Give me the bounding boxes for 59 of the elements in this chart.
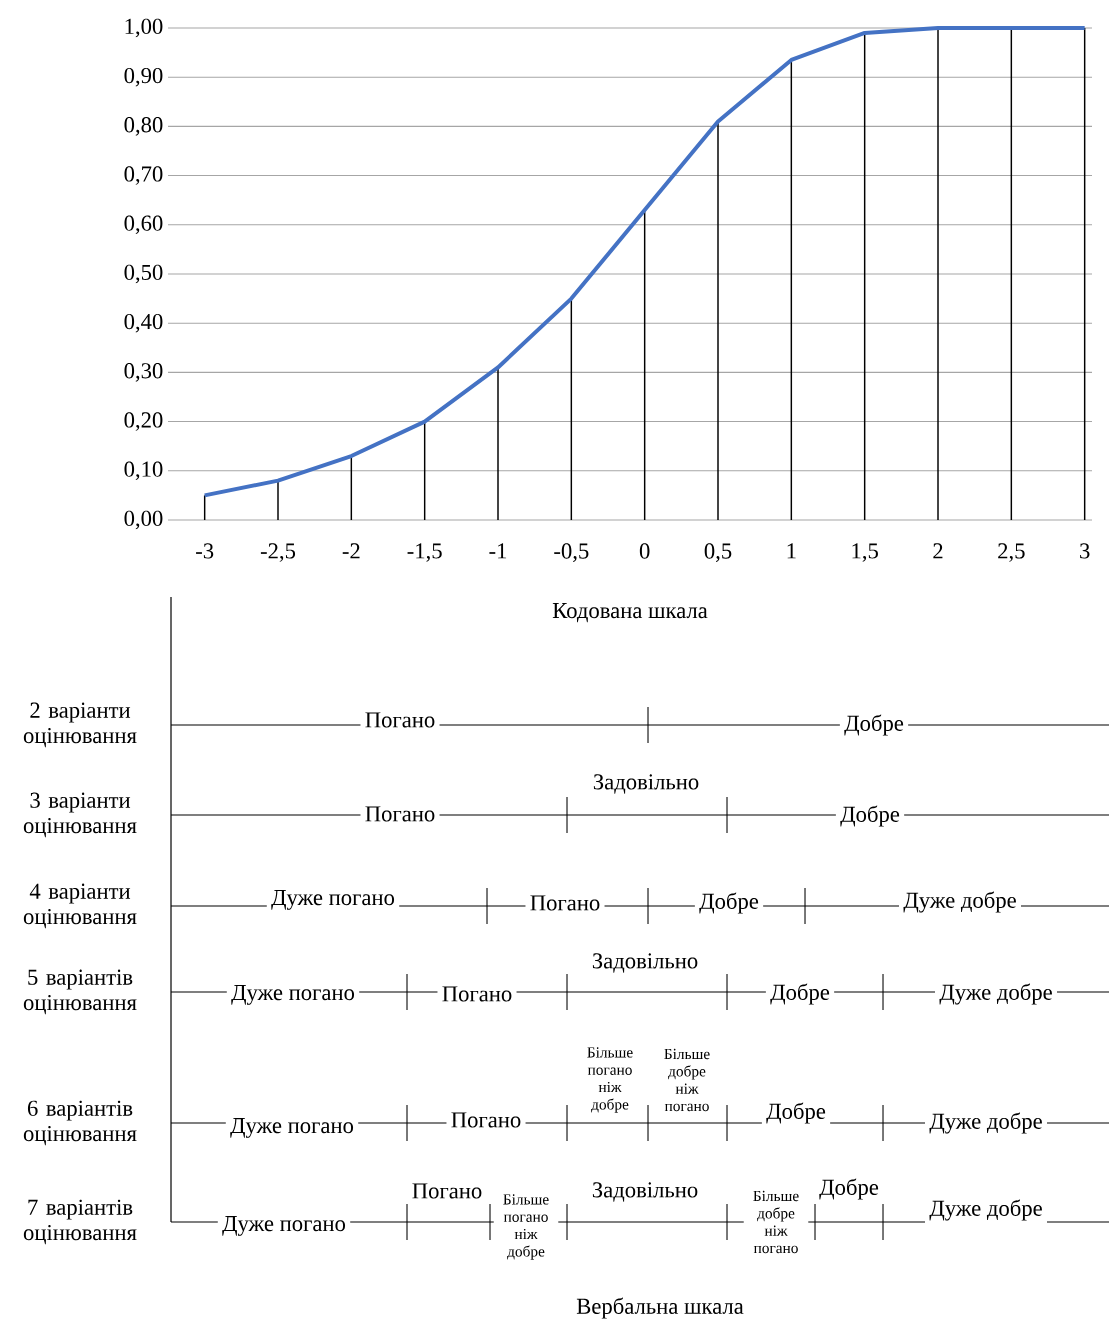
y-tick-label: 0,90 (124, 67, 163, 87)
text: Добре (819, 1178, 879, 1200)
text: Дуже погано (231, 985, 355, 1005)
text: Добре (766, 1102, 826, 1124)
x-tick-label: -2 (342, 543, 360, 559)
x-tick-label: -1,5 (407, 543, 442, 562)
text: Більше погано ніж добре (503, 1194, 549, 1260)
category-label: 2 варіанти оцінювання (24, 702, 137, 748)
text: Більше добре ніж погано (664, 1048, 710, 1112)
x-tick-label: 3 (1080, 543, 1090, 559)
y-tick-label: 0,30 (124, 363, 163, 382)
text: Погано (412, 1183, 482, 1199)
text: Задовільно (593, 1182, 698, 1202)
text: Дуже добре (929, 1112, 1043, 1134)
text: Задовільно (593, 953, 698, 973)
category-label: 6 варіантів оцінювання (24, 1100, 137, 1146)
text: Більше погано ніж добре (587, 1047, 633, 1113)
text: Дуже добре (929, 1199, 1043, 1221)
x-axis-title: Кодована шкала (553, 603, 708, 623)
category-label: 4 варіанти оцінювання (24, 883, 137, 929)
y-tick-label: 0,60 (124, 215, 163, 235)
x-tick-label: 1,5 (852, 543, 879, 562)
y-tick-label: 1,00 (125, 18, 163, 38)
text: Дуже добре (939, 983, 1053, 1005)
x-tick-label: -0,5 (554, 543, 589, 562)
x-tick-label: 1 (787, 543, 796, 559)
x-tick-label: -2,5 (261, 543, 296, 562)
text: Погано (530, 895, 600, 911)
x-tick-label: 0 (640, 543, 650, 559)
x-tick-label: 0,5 (704, 543, 732, 562)
text: Дуже погано (222, 1216, 346, 1236)
y-tick-label: 0,00 (124, 510, 163, 530)
text: Погано (365, 712, 435, 728)
y-tick-label: 0,70 (124, 166, 163, 185)
text: Добре (699, 892, 759, 914)
text: Вербальна шкала (577, 1297, 744, 1319)
text: Дуже погано (271, 890, 395, 910)
text: Дуже погано (230, 1118, 354, 1138)
category-label: 5 варіантів оцінювання (24, 969, 137, 1015)
x-tick-label: -3 (196, 543, 214, 559)
text: Добре (840, 805, 900, 827)
y-tick-label: 0,50 (124, 264, 163, 284)
text: Задовільно (594, 774, 699, 794)
text: Добре (770, 983, 830, 1005)
y-tick-label: 0,20 (124, 412, 163, 431)
text: Погано (451, 1112, 521, 1128)
category-label: 7 варіантів оцінювання (24, 1199, 137, 1245)
text: Більше добре ніж погано (753, 1190, 799, 1254)
x-tick-label: 2,5 (998, 543, 1025, 562)
y-tick-label: 0,80 (124, 117, 163, 136)
text: Добре (844, 714, 904, 736)
x-tick-label: 2 (933, 543, 943, 559)
text: Погано (365, 806, 435, 822)
x-tick-label: -1 (489, 543, 507, 559)
y-tick-label: 0,40 (124, 313, 163, 333)
y-tick-label: 0,10 (124, 461, 163, 481)
text: Дуже добре (903, 891, 1017, 913)
category-label: 3 варіанти оцінювання (24, 792, 137, 838)
text: Погано (442, 986, 512, 1002)
